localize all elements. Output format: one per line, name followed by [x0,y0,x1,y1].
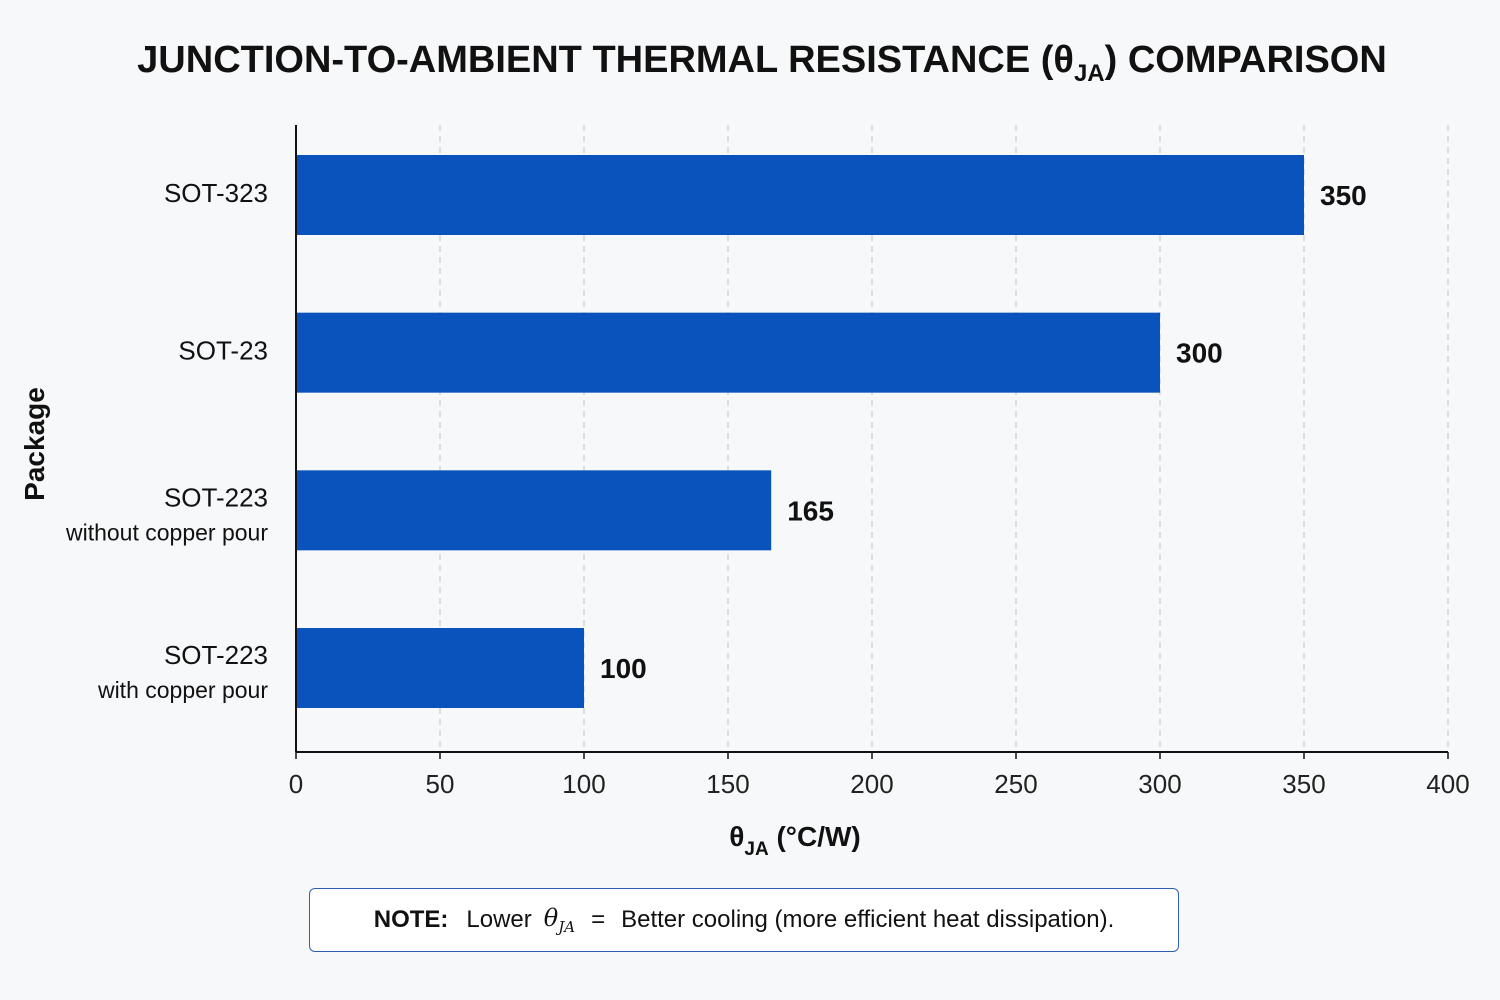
note-label: NOTE: [373,906,449,933]
note-box: NOTE: Lower θJA = Better cooling (more e… [309,888,1179,952]
x-tick-label: 250 [994,769,1037,799]
x-tick-label: 150 [706,769,749,799]
note-text-after: Better cooling (more efficient heat diss… [621,906,1115,933]
bar-value-label: 350 [1320,180,1367,211]
axes [295,125,1449,759]
category-label-detail: with copper pour [97,677,268,703]
category-label: SOT-23 [178,336,268,366]
x-tick-labels: 0 50 100 150 200 250 300 350 400 [289,769,1470,799]
bar [296,155,1304,235]
x-axis-label-tail: (°C/W) [769,821,861,852]
x-axis-label-subscript: JA [744,839,769,860]
x-axis-label: θJA (°C/W) [729,821,861,860]
bar-value-label: 100 [600,653,647,684]
chart-title-subscript: JA [1074,60,1105,87]
category-label: SOT-323 [164,178,268,208]
bar [296,628,584,708]
chart-title-main: JUNCTION-TO-AMBIENT THERMAL RESISTANCE (… [137,39,1074,81]
x-tick-label: 50 [426,769,455,799]
x-tick-label: 100 [562,769,605,799]
category-label: SOT-223 [164,482,268,512]
bar [296,312,1160,393]
category-label-detail: without copper pour [65,519,268,545]
note-equals: = [591,906,606,933]
chart-title: JUNCTION-TO-AMBIENT THERMAL RESISTANCE (… [137,39,1387,87]
note-theta-char: θ [543,904,559,932]
note-theta-symbol: θJA [544,904,575,936]
bar-value-label: 165 [787,495,834,526]
x-tick-label: 350 [1282,769,1325,799]
x-tick-label: 300 [1138,769,1181,799]
x-tick-label: 400 [1426,769,1469,799]
category-label: SOT-223 [164,640,268,670]
x-axis-label-main: θ [729,821,744,852]
bar [296,470,772,551]
value-labels: 350 300 165 100 [600,180,1367,684]
note-text-before: Lower [466,906,532,933]
note-theta-subscript: JA [558,918,576,936]
chart-title-tail: ) COMPARISON [1105,39,1387,81]
bars [296,155,1304,708]
y-axis-label: Package [19,387,50,501]
x-tick-label: 200 [850,769,893,799]
bar-value-label: 300 [1176,338,1223,369]
category-labels: SOT-323 SOT-23 SOT-223 without copper pour S… [65,178,268,703]
x-tick-label: 0 [289,769,303,799]
